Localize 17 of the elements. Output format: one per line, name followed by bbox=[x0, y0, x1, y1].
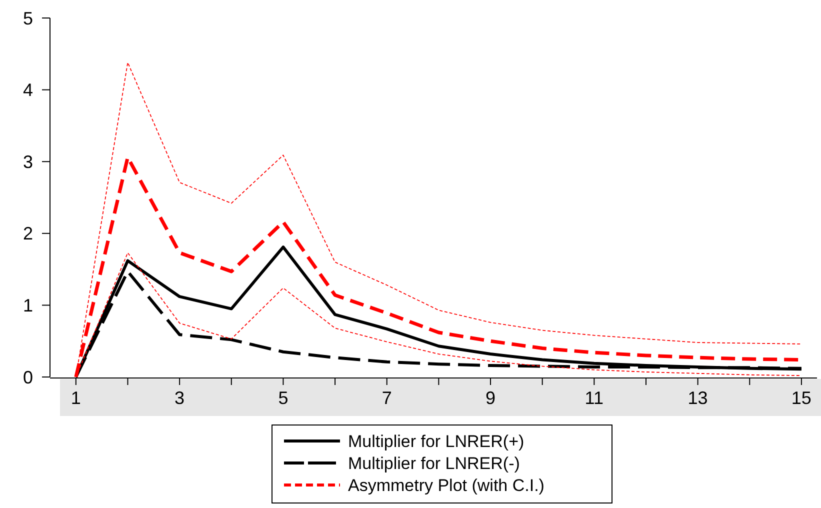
x-tick-label: 9 bbox=[486, 388, 496, 408]
y-tick-label: 5 bbox=[22, 8, 34, 28]
x-tick-label: 1 bbox=[70, 388, 81, 408]
legend-label: Multiplier for LNRER(-) bbox=[348, 454, 520, 473]
x-tick-label: 13 bbox=[688, 388, 708, 408]
x-tick-label: 5 bbox=[278, 388, 288, 408]
x-tick-label: 15 bbox=[791, 388, 812, 408]
y-tick-label: 1 bbox=[22, 296, 34, 316]
y-tick-label: 4 bbox=[22, 80, 34, 100]
x-tick-label: 3 bbox=[174, 388, 185, 408]
y-tick-label: 3 bbox=[22, 152, 34, 172]
legend-label: Multiplier for LNRER(+) bbox=[348, 432, 524, 451]
x-tick-label: 11 bbox=[584, 388, 604, 408]
legend-label: Asymmetry Plot (with C.I.) bbox=[348, 476, 544, 495]
y-tick-label: 0 bbox=[22, 367, 34, 388]
x-tick-label: 7 bbox=[382, 388, 392, 408]
y-tick-label: 2 bbox=[22, 224, 34, 244]
